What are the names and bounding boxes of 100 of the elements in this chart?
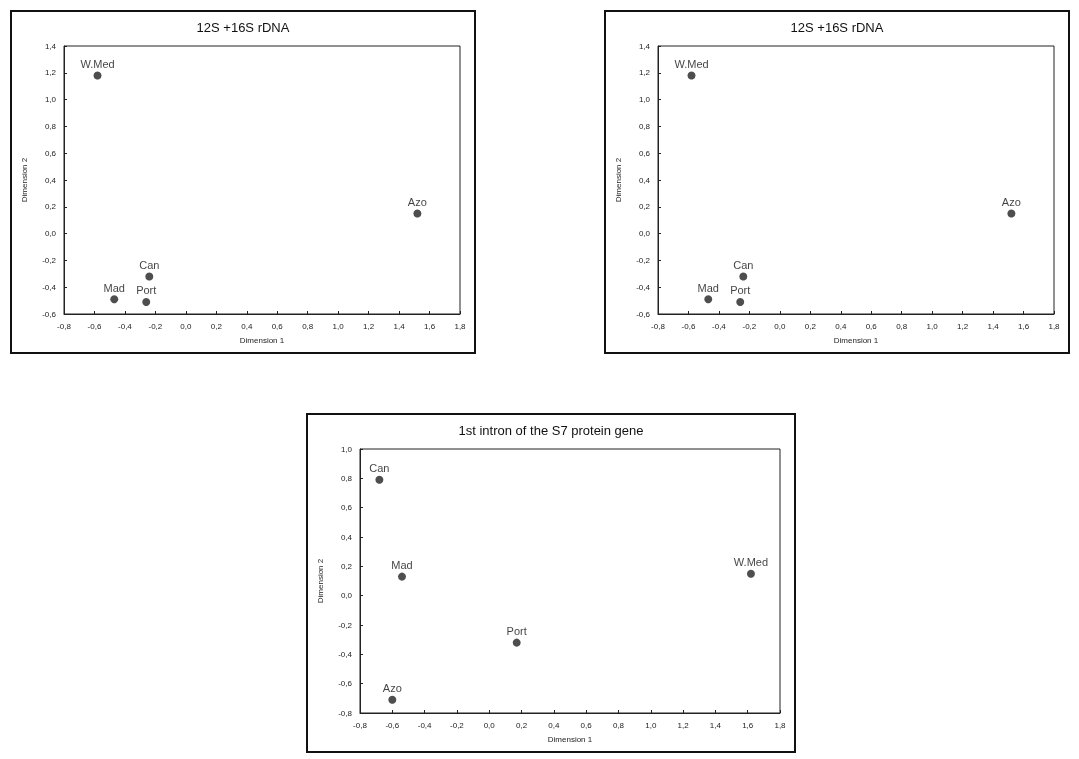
chart-title: 12S +16S rDNA: [790, 20, 884, 35]
x-tick-label: -0,8: [651, 321, 666, 331]
x-tick-label: 0,4: [241, 321, 253, 331]
y-tick-label: 0,6: [340, 503, 353, 513]
y-tick-label: 1,0: [340, 444, 353, 454]
x-tick-label: 0,0: [774, 321, 786, 331]
x-axis-title: Dimension 1: [547, 734, 593, 744]
y-tick-label: 0,6: [44, 148, 57, 158]
series-label: Mad: [391, 559, 413, 572]
x-tick-label: 1,6: [742, 720, 754, 730]
x-tick-label: -0,2: [742, 321, 757, 331]
y-tick-label: -0,6: [42, 309, 57, 319]
series-label: W.Med: [80, 57, 115, 70]
y-tick-label: -0,6: [338, 679, 353, 689]
y-tick-label: -0,2: [338, 620, 353, 630]
x-axis-title: Dimension 1: [833, 335, 879, 345]
y-tick-label: -0,6: [636, 309, 651, 319]
y-tick-label: 1,4: [44, 41, 57, 51]
y-tick-label: 0,4: [638, 175, 651, 185]
x-tick-label: -0,8: [353, 720, 368, 730]
x-tick-label: 0,4: [835, 321, 847, 331]
series-label: Can: [369, 462, 390, 475]
y-tick-label: 0,0: [340, 591, 353, 601]
x-tick-label: 0,8: [302, 321, 314, 331]
y-tick-label: 0,6: [638, 148, 651, 158]
x-tick-label: 1,4: [987, 321, 1000, 331]
y-tick-label: 0,0: [638, 229, 651, 239]
y-tick-label: 0,8: [44, 121, 57, 131]
y-tick-label: 1,2: [44, 68, 57, 78]
point: [739, 272, 748, 281]
x-tick-label: 0,2: [515, 720, 528, 730]
x-tick-label: 1,6: [1017, 321, 1030, 331]
x-tick-label: -0,4: [417, 720, 433, 730]
series-label: Azo: [382, 682, 402, 695]
y-tick-label: 1,0: [638, 95, 651, 105]
y-tick-label: -0,2: [42, 255, 57, 265]
x-tick-label: 1,2: [677, 720, 690, 730]
x-tick-label: 0,0: [180, 321, 192, 331]
x-tick-label: 0,2: [804, 321, 817, 331]
x-tick-label: -0,2: [450, 720, 465, 730]
x-tick-label: 0,8: [612, 720, 625, 730]
series-label: W.Med: [733, 556, 769, 569]
series-label: Port: [730, 284, 751, 297]
x-tick-label: -0,4: [712, 321, 727, 331]
y-tick-label: -0,4: [338, 649, 353, 659]
y-tick-label: 1,2: [638, 68, 651, 78]
point: [93, 71, 102, 80]
x-axis-title: Dimension 1: [239, 335, 285, 345]
x-tick-label: -0,4: [118, 321, 133, 331]
y-tick-label: 0,4: [340, 532, 353, 542]
point: [375, 475, 384, 484]
y-tick-label: 0,0: [44, 229, 57, 239]
point: [413, 209, 422, 218]
x-tick-label: 1,4: [709, 720, 722, 730]
y-axis-title: Dimension 2: [19, 157, 29, 203]
x-tick-label: 0,6: [865, 321, 878, 331]
x-tick-label: 0,4: [548, 720, 560, 730]
y-tick-label: 0,8: [340, 473, 353, 483]
point: [388, 695, 397, 704]
series-label: Port: [136, 284, 157, 297]
y-axis-title: Dimension 2: [613, 157, 623, 203]
series-label: W.Med: [674, 57, 709, 70]
series-label: Can: [733, 258, 754, 271]
y-tick-label: 0,8: [638, 121, 651, 131]
point: [110, 295, 119, 304]
point: [145, 272, 154, 281]
x-tick-label: -0,6: [385, 720, 400, 730]
series-label: Can: [139, 258, 160, 271]
y-tick-label: -0,2: [636, 255, 651, 265]
point: [512, 638, 521, 647]
y-tick-label: 0,4: [44, 175, 57, 185]
point: [704, 295, 713, 304]
y-tick-label: 0,2: [44, 202, 57, 212]
x-tick-label: -0,8: [57, 321, 72, 331]
x-tick-label: 0,8: [896, 321, 908, 331]
point: [746, 569, 755, 578]
y-tick-label: -0,8: [338, 708, 353, 718]
series-label: Azo: [407, 196, 427, 208]
chart-title: 12S +16S rDNA: [196, 20, 290, 35]
point: [687, 71, 696, 80]
x-tick-label: 1,4: [393, 321, 406, 331]
x-tick-label: 0,2: [210, 321, 223, 331]
x-tick-label: 1,8: [454, 321, 467, 331]
y-tick-label: 0,2: [340, 561, 353, 571]
x-tick-label: -0,6: [681, 321, 696, 331]
y-tick-label: 1,0: [44, 95, 57, 105]
point: [398, 572, 406, 581]
x-tick-label: 1,2: [957, 321, 969, 331]
x-tick-label: 1,6: [423, 321, 436, 331]
y-tick-label: -0,4: [636, 282, 651, 292]
point: [142, 297, 151, 306]
series-label: Mad: [103, 281, 125, 294]
point: [736, 297, 745, 306]
y-axis-title: Dimension 2: [315, 558, 325, 604]
x-tick-label: -0,6: [87, 321, 102, 331]
y-tick-label: 0,2: [638, 202, 651, 212]
series-label: Mad: [697, 281, 719, 294]
x-tick-label: 0,6: [580, 720, 593, 730]
series-label: Azo: [1001, 196, 1021, 208]
chart-title: 1st intron of the S7 protein gene: [458, 423, 644, 438]
